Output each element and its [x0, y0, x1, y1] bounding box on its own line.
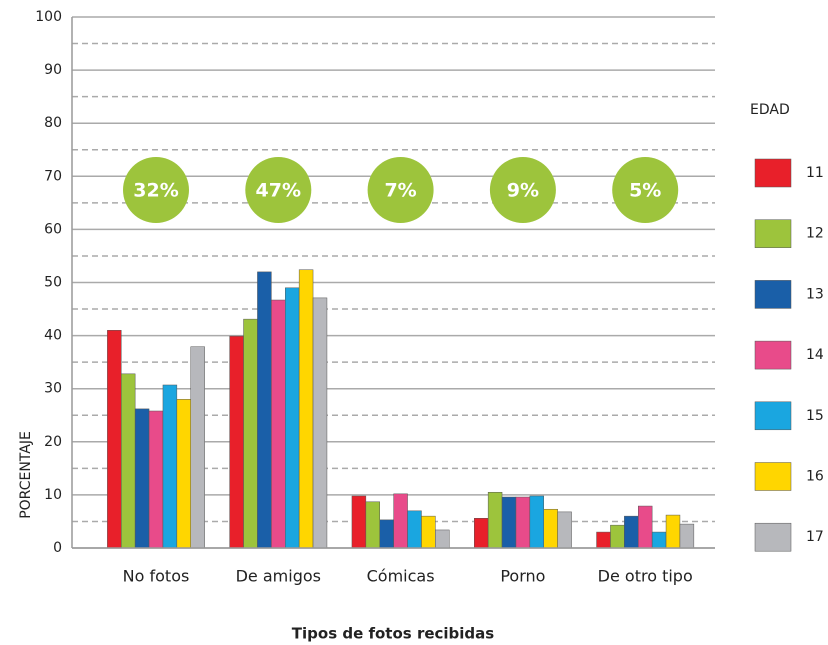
- annotation-circle: [245, 157, 312, 223]
- bar: [365, 501, 381, 549]
- y-tick-label: 10: [44, 487, 62, 503]
- bar: [351, 495, 367, 549]
- legend-swatch: [754, 462, 792, 491]
- bar: [474, 518, 489, 549]
- annotation-circle: [123, 157, 189, 223]
- y-tick-label: 50: [44, 275, 62, 291]
- bar: [162, 384, 178, 549]
- bar: [285, 287, 300, 549]
- legend-label: 15: [806, 408, 824, 424]
- legend-label: 17: [806, 529, 824, 545]
- bar: [596, 531, 611, 549]
- x-tick-label: No fotos: [123, 567, 190, 586]
- bar: [190, 346, 205, 549]
- bar: [176, 399, 192, 549]
- legend-swatch: [754, 522, 792, 552]
- bar: [134, 408, 150, 549]
- bar: [610, 524, 625, 549]
- x-axis-label: Tipos de fotos recibidas: [292, 625, 494, 643]
- legend-label: 12: [806, 226, 824, 242]
- y-tick-label: 90: [44, 62, 62, 78]
- bar: [487, 491, 503, 549]
- y-tick-label: 70: [44, 168, 62, 184]
- legend-label: 16: [806, 469, 824, 485]
- y-tick-label: 0: [53, 540, 62, 556]
- annotation: 47%: [256, 180, 301, 202]
- bar: [501, 496, 517, 549]
- bar: [435, 529, 450, 549]
- bar: [679, 523, 695, 549]
- bar: [312, 297, 328, 549]
- y-tick-label: 40: [44, 328, 62, 344]
- annotation-circle: [489, 157, 556, 223]
- bar: [638, 505, 653, 549]
- bar: [298, 269, 314, 549]
- bar: [421, 515, 436, 549]
- annotation: 7%: [384, 180, 416, 202]
- bar: [121, 373, 136, 549]
- legend-label: 14: [806, 347, 824, 363]
- legend-swatch: [754, 280, 792, 309]
- y-tick-label: 30: [44, 381, 62, 397]
- bar: [543, 508, 558, 549]
- annotation-circle: [367, 157, 434, 223]
- x-tick-label: De otro tipo: [598, 567, 693, 586]
- bar: [651, 531, 667, 549]
- bar: [515, 496, 531, 549]
- legend-label: 11: [806, 165, 824, 181]
- bar: [107, 330, 122, 549]
- legend-swatch: [754, 401, 792, 431]
- bar: [557, 511, 572, 549]
- y-axis-label: PORCENTAJE: [18, 431, 34, 519]
- legend-swatch: [754, 219, 792, 248]
- bar: [243, 318, 258, 549]
- y-tick-label: 100: [35, 9, 62, 25]
- y-tick-label: 80: [44, 115, 62, 131]
- legend-label: 13: [806, 286, 824, 302]
- bar: [148, 410, 164, 549]
- x-tick-label: De amigos: [236, 567, 321, 586]
- annotation: 5%: [629, 180, 661, 202]
- bar: [271, 299, 286, 549]
- annotation: 9%: [507, 180, 539, 202]
- y-tick-label: 20: [44, 434, 62, 450]
- legend-swatch: [754, 158, 792, 188]
- bar: [229, 335, 244, 549]
- annotation: 32%: [133, 180, 178, 202]
- bar: [379, 519, 394, 549]
- bar: [624, 515, 639, 549]
- bar: [393, 493, 408, 549]
- y-tick-label: 60: [44, 221, 62, 237]
- bar: [665, 514, 681, 549]
- legend-title: EDAD: [750, 102, 790, 118]
- bar: [529, 495, 544, 549]
- bar: [407, 510, 422, 549]
- x-tick-label: Porno: [500, 567, 545, 586]
- bar: [257, 271, 272, 549]
- annotation-circle: [612, 157, 679, 223]
- x-tick-label: Cómicas: [367, 567, 435, 586]
- legend-swatch: [754, 340, 792, 370]
